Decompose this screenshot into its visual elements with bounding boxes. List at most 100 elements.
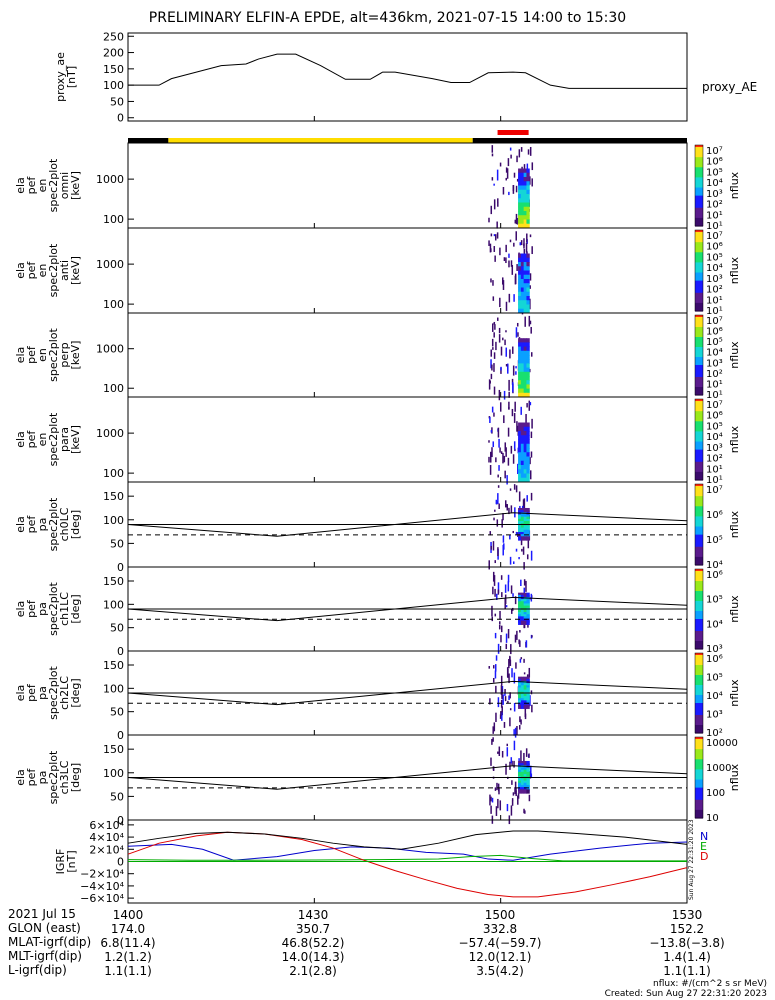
heatmap-cell — [526, 702, 530, 707]
heatmap-cell — [526, 308, 530, 314]
heatmap-speck — [524, 316, 526, 327]
colorbar-cell — [695, 554, 703, 558]
heatmap-speck — [515, 327, 518, 338]
colorbar-cell — [695, 278, 703, 282]
colorbar-cell — [695, 771, 703, 775]
created-timestamp: Created: Sun Aug 27 22:31:20 2023 — [604, 989, 767, 999]
colorbar-tick-pef_pa_ch2LC: 10⁴ — [706, 691, 723, 702]
heatmap-cell — [518, 605, 522, 610]
heatmap-speck — [509, 717, 511, 727]
ytick-label-pef_pa_ch2LC: 0 — [117, 729, 124, 742]
colorbar-cell — [695, 250, 703, 253]
colorbar-cell — [695, 296, 703, 300]
ylabel-pef_pa_ch1LC-3: spec2plot — [47, 582, 60, 636]
panel-frame-proxy_ae — [127, 32, 688, 122]
footer-value-r3-c1: 14.0(14.3) — [282, 950, 345, 964]
heatmap-cell — [518, 596, 522, 602]
heatmap-cell — [526, 270, 530, 276]
heatmap-cell — [518, 448, 522, 453]
panel-pef_pa_ch3LC — [127, 734, 704, 825]
heatmap-speck — [497, 317, 499, 321]
heatmap-speck — [498, 334, 501, 343]
heatmap-speck — [530, 451, 533, 458]
colorbar-tick-pef_pa_ch3LC: 100 — [706, 788, 725, 799]
colorbar-cell — [695, 705, 703, 708]
colorbar-cell — [695, 308, 703, 312]
heatmap-cell — [523, 456, 527, 462]
heatmap-cell — [518, 787, 522, 792]
heatmap-speck — [499, 297, 501, 308]
colorbar-cell — [695, 645, 703, 648]
heatmap-speck — [493, 321, 496, 325]
heatmap-cell — [526, 206, 530, 212]
heatmap-speck — [513, 441, 516, 450]
nflux-unit-note: nflux: #/(cm^2 s sr MeV) — [653, 979, 767, 989]
heatmap-cell — [523, 683, 527, 688]
heatmap-speck — [505, 301, 508, 311]
heatmap-cell — [518, 769, 522, 775]
heatmap-cell — [523, 605, 527, 610]
heatmap-cell — [523, 609, 527, 615]
heatmap-cell — [520, 616, 525, 621]
heatmap-cell — [518, 376, 522, 381]
colorbar-cell — [695, 613, 703, 616]
heatmap-cell — [526, 607, 530, 613]
heatmap-speck — [489, 416, 491, 423]
colorbar-cell — [695, 351, 703, 354]
heatmap-speck — [498, 503, 500, 509]
heatmap-cell — [520, 778, 525, 783]
heatmap-cell — [518, 763, 522, 768]
heatmap-speck — [504, 584, 507, 593]
heatmap-speck — [488, 217, 490, 223]
colorbar-cell — [695, 522, 703, 526]
colorbar-cell — [695, 659, 703, 662]
colorbar-cell — [695, 327, 703, 330]
heatmap-speck — [531, 635, 533, 638]
colorbar-cell — [695, 201, 703, 205]
heatmap-speck — [492, 296, 495, 301]
colorbar-cell — [695, 573, 703, 576]
colorbar-label-pef_en_para: nflux — [728, 425, 741, 453]
colorbar-cell — [695, 304, 703, 308]
heatmap-cell — [523, 687, 527, 692]
ylabel-pef_pa_ch2LC-3: spec2plot — [47, 666, 60, 720]
colorbar-tick-pef_en_anti: 10¹ — [706, 295, 723, 306]
heatmap-speck — [509, 147, 512, 151]
heatmap-speck — [507, 158, 510, 167]
heatmap-cell — [518, 691, 522, 697]
heatmap-speck — [501, 592, 503, 598]
colorbar-cell — [695, 739, 703, 742]
ylabel-igrf-1: [nT] — [65, 850, 78, 872]
ytick-label-igrf: 2×10⁴ — [89, 843, 124, 856]
heatmap-speck — [491, 797, 494, 803]
colorbar-frame-pef_en_perp — [694, 314, 704, 396]
colorbar-cell — [695, 173, 703, 176]
heatmap-cell — [520, 384, 525, 390]
heatmap-cell — [518, 443, 522, 449]
heatmap-speck — [506, 168, 509, 179]
colorbar-cell — [695, 409, 703, 412]
heatmap-speck — [499, 447, 501, 453]
footer-label-l: L-igrf(dip) — [8, 963, 67, 977]
colorbar-cell — [695, 381, 703, 384]
heatmap-cell — [523, 189, 527, 195]
heatmap-speck — [496, 221, 498, 229]
heatmap-cell — [523, 607, 527, 613]
heatmap-speck — [495, 655, 498, 661]
colorbar-cell — [695, 469, 703, 473]
heatmap-cell — [526, 765, 530, 770]
ylabel-pef_pa_ch2LC-1: pef — [25, 683, 38, 702]
colorbar-cell — [695, 254, 703, 257]
heatmap-cell — [526, 363, 530, 369]
colorbar-cell — [695, 516, 703, 520]
colorbar-cell — [695, 496, 703, 499]
heatmap-cell — [518, 529, 522, 535]
heatmap-speck — [500, 575, 503, 580]
heatmap-cell — [526, 683, 530, 688]
heatmap-cell — [523, 774, 527, 779]
panel-pef_en_anti — [127, 227, 704, 315]
heatmap-speck — [524, 810, 526, 814]
ylabel-pef_en_para-0: ela — [14, 431, 27, 448]
heatmap-cell — [518, 439, 522, 445]
heatmap-cell — [523, 527, 527, 532]
